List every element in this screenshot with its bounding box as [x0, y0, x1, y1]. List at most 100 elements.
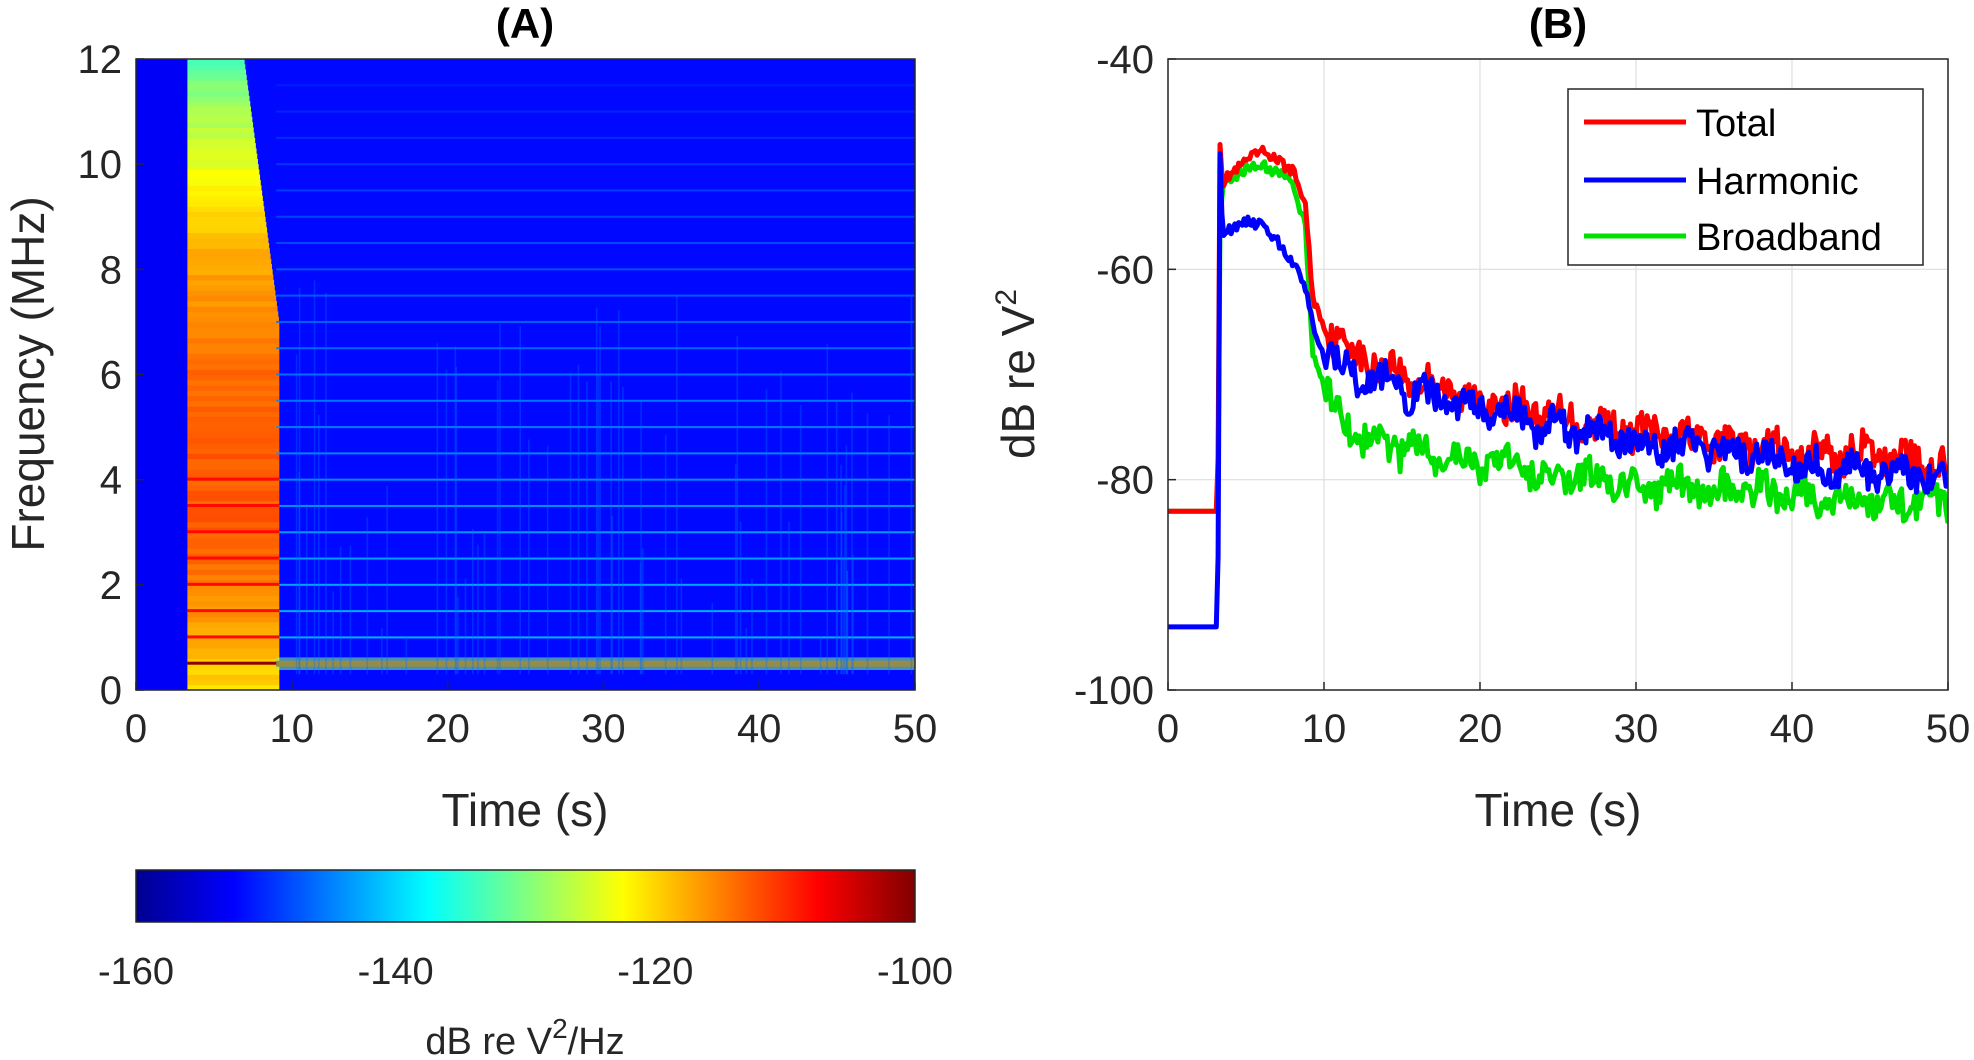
panel-b-y-tick-label: -100 [1074, 669, 1154, 713]
spectrogram-noise-streak [780, 371, 782, 675]
spectrogram-burst-cell [187, 385, 280, 391]
spectrogram-burst-cell [187, 64, 246, 71]
panel-a-x-tick-label: 0 [125, 707, 147, 751]
spectrogram-noise-streak [332, 591, 334, 675]
spectrogram-noise-streak [325, 292, 327, 675]
spectrogram-burst-cell [187, 390, 280, 397]
spectrogram-burst-cell [187, 90, 249, 97]
spectrogram-noise-streak [381, 628, 383, 675]
spectrogram-burst-cell [187, 668, 280, 675]
spectrogram-burst-cell [187, 616, 280, 623]
colorbar-label: dB re V2/Hz [425, 1013, 624, 1060]
spectrogram-burst-cell [187, 595, 280, 602]
spectrogram-burst-cell [187, 406, 280, 412]
spectrogram-burst-cell [187, 442, 280, 449]
spectrogram-noise-streak [577, 364, 580, 675]
legend: Total Harmonic Broadband [1567, 88, 1924, 266]
spectrogram-burst-cell [187, 80, 248, 86]
spectrogram-burst-cell [187, 548, 280, 554]
spectrogram-burst-cell [187, 127, 254, 134]
panel-b-series [1168, 142, 1948, 630]
spectrogram-burst-cell [187, 574, 280, 581]
spectrogram-noise-streak [888, 415, 890, 675]
spectrogram-noise-streak [842, 556, 845, 675]
spectrogram-burst-cell [187, 111, 252, 118]
spectrogram-harmonic-line [276, 531, 915, 534]
spectrogram-burst-cell [187, 327, 280, 334]
spectrogram-noise-streak [846, 570, 848, 675]
spectrogram-burst-cell [187, 269, 273, 276]
spectrogram-harmonic-line [276, 478, 915, 481]
spectrogram-burst-harmonic [187, 635, 280, 639]
spectrogram-burst-cell [187, 95, 250, 102]
spectrogram-noise-streak [298, 471, 301, 675]
spectrogram-burst-cell [187, 264, 272, 270]
spectrogram-noise-streak [599, 326, 601, 675]
spectrogram-burst-cell [187, 85, 249, 92]
legend-label-broadband: Broadband [1696, 217, 1882, 259]
spectrogram-burst-cell [187, 679, 280, 686]
spectrogram-burst-cell [187, 200, 264, 207]
spectrogram-noise-streak [852, 554, 854, 675]
spectrogram-burst-cell [187, 416, 280, 423]
panel-b-axes-box [1167, 58, 1949, 691]
spectrogram-harmonic-line [276, 163, 915, 166]
spectrogram-harmonic-line [276, 294, 915, 297]
spectrogram-harmonic-line [276, 373, 915, 376]
spectrogram-burst-cell [187, 563, 280, 570]
colorbar-label-tail: /Hz [568, 1021, 625, 1060]
spectrogram-burst-cell [187, 458, 280, 465]
panel-a-y-tick-label: 10 [78, 143, 123, 187]
spectrogram-burst-cell [187, 400, 280, 407]
colorbar-tick-label: -120 [617, 951, 693, 993]
spectrogram-noise-streak [739, 521, 742, 675]
spectrogram-burst-cell [187, 584, 280, 591]
spectrogram-burst-cell [187, 279, 275, 286]
spectrogram-noise-streak [711, 603, 714, 675]
spectrogram-noise-streak [611, 516, 614, 675]
spectrogram-burst-cell [187, 674, 280, 681]
spectrogram-noise-streak [845, 445, 848, 675]
spectrogram-noise-streak [483, 534, 486, 675]
spectrogram-burst-cell [187, 653, 280, 660]
spectrogram-burst-cell [187, 206, 265, 213]
colorbar-tick-label: -100 [877, 951, 953, 993]
spectrogram-burst-cell [187, 632, 280, 639]
spectrogram-burst-cell [187, 137, 256, 144]
spectrogram-harmonic-line [276, 636, 915, 639]
spectrogram-harmonic-line [276, 320, 915, 323]
spectrogram-noise-streak [339, 546, 342, 675]
spectrogram-noise-streak [844, 484, 846, 675]
spectrogram-noise-streak [457, 596, 459, 675]
spectrogram-burst-cell [187, 69, 247, 76]
spectrogram-burst-cell [187, 258, 272, 265]
panel-a-y-tick-label: 6 [100, 354, 122, 398]
spectrogram-burst-cell [187, 216, 266, 223]
spectrogram-burst-cell [187, 537, 280, 544]
panel-b-y-label-main: dB re V [992, 305, 1044, 459]
spectrogram-noise-streak [405, 636, 408, 675]
series-line-harmonic [1168, 151, 1948, 630]
spectrogram-noise-streak [676, 294, 678, 675]
spectrogram-burst-cell [187, 558, 280, 565]
spectrogram-noise-streak [586, 381, 588, 675]
spectrogram-burst-cell [187, 274, 274, 281]
panel-a-x-tick-label: 30 [581, 707, 626, 751]
spectrogram-harmonic-line [276, 136, 915, 139]
panel-b-x-label: Time (s) [1475, 784, 1642, 836]
spectrogram-burst-cell [187, 379, 280, 386]
spectrogram-noise-streak [819, 636, 822, 675]
spectrogram-burst-cell [187, 353, 280, 360]
panel-a-y-tick-label: 2 [100, 564, 122, 608]
spectrogram-burst-cell [187, 411, 280, 418]
spectrogram-burst-cell [187, 421, 280, 428]
spectrogram-burst-harmonic [187, 530, 280, 534]
spectrogram-harmonic-line [276, 426, 915, 429]
spectrogram-burst-cell [187, 569, 280, 575]
spectrogram-noise-streak [734, 464, 737, 675]
spectrogram-noise-streak [851, 392, 853, 675]
spectrogram-burst-cell [187, 453, 280, 460]
panel-a-title: (A) [496, 0, 554, 47]
spectrogram-noise-streak [477, 544, 479, 675]
